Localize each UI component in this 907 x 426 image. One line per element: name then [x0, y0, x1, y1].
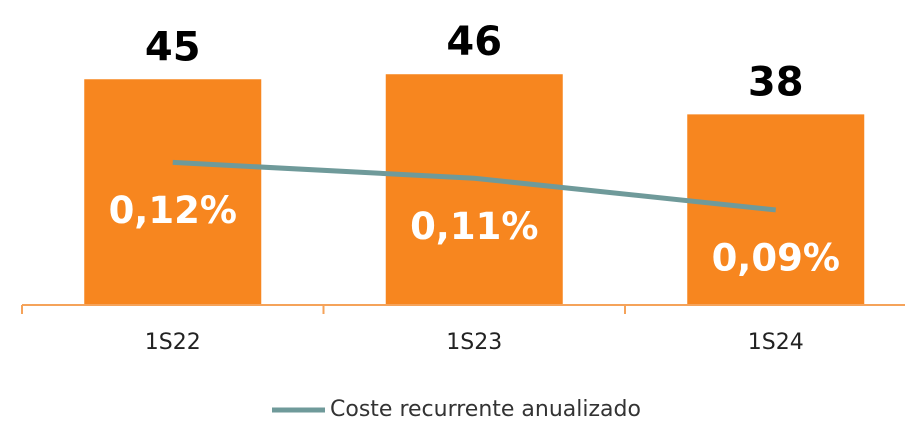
line-value-label: 0,12% [109, 189, 237, 232]
legend-label: Coste recurrente anualizado [330, 397, 641, 422]
bar [385, 74, 563, 305]
line-value-label: 0,11% [410, 205, 538, 248]
line-series [172, 159, 777, 213]
line-value-label: 0,09% [712, 236, 840, 279]
bar-value-label: 45 [145, 24, 201, 70]
bar [84, 79, 262, 305]
x-tick-label: 1S24 [748, 330, 804, 355]
x-tick-label: 1S22 [145, 330, 201, 355]
bar-value-label: 46 [446, 19, 502, 65]
bar-value-label: 38 [748, 59, 804, 105]
x-tick-label: 1S23 [446, 330, 502, 355]
